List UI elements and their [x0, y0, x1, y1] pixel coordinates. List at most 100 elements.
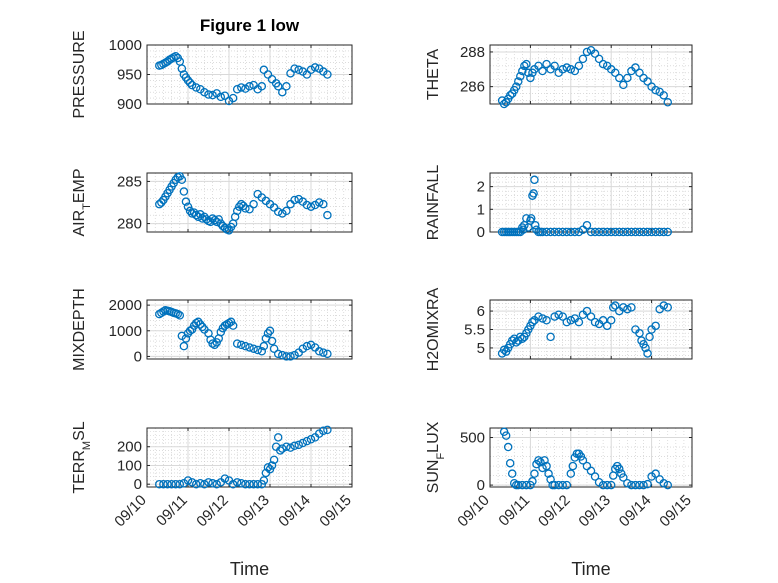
y-tick-label: 100: [117, 457, 142, 474]
y-axis-label: TERRMSL: [71, 421, 93, 493]
data-point: [241, 479, 250, 489]
data-point: [598, 227, 608, 237]
y-axis-label: AIRTEMP: [71, 168, 93, 236]
data-point: [228, 479, 238, 489]
data-point: [314, 198, 324, 207]
data-point: [282, 442, 291, 451]
data-point: [518, 66, 527, 76]
data-point: [659, 227, 668, 237]
data-point: [619, 227, 628, 237]
data-point: [257, 347, 267, 356]
data-point: [302, 436, 312, 446]
data-point: [249, 199, 258, 209]
subplot-6: 55.5 6 H2OMIXRA: [425, 287, 693, 371]
data-point: [212, 217, 221, 227]
data-point: [641, 343, 650, 353]
data-point: [619, 80, 628, 90]
data-point: [586, 312, 596, 321]
data-point: [241, 341, 250, 351]
data-point: [185, 78, 195, 88]
data-point: [175, 311, 185, 320]
data-point: [582, 220, 592, 230]
data-point: [282, 352, 291, 361]
data-point: [177, 175, 187, 184]
data-point: [516, 332, 525, 342]
data-point: [663, 303, 673, 312]
data-point: [499, 99, 509, 109]
axes-box: [489, 427, 693, 488]
y-tick-label: 0: [477, 477, 485, 494]
data-point: [619, 473, 628, 482]
data-point: [290, 441, 299, 451]
data-point: [512, 82, 521, 91]
data-point: [594, 54, 604, 64]
data-point: [263, 463, 273, 472]
data-point: [554, 480, 563, 490]
y-axis-label: H2OMIXRA: [425, 287, 442, 371]
data-point: [655, 227, 664, 237]
subplot-4: 0 1 2 RAINFALL: [425, 165, 693, 241]
data-point: [193, 317, 203, 327]
data-point: [623, 227, 632, 237]
data-point: [290, 64, 299, 73]
data-point: [606, 227, 616, 237]
data-point: [524, 68, 533, 78]
data-point: [228, 321, 238, 330]
data-point: [608, 303, 618, 312]
plot-area: [147, 428, 352, 487]
y-axis-label: THETA: [425, 49, 442, 101]
y-tick-label: 285: [117, 173, 142, 190]
data-point: [546, 475, 555, 484]
data-point: [177, 64, 187, 73]
data-point: [536, 458, 545, 467]
data-point: [639, 480, 648, 490]
data-point: [570, 227, 580, 237]
data-point: [582, 306, 592, 316]
data-point: [237, 340, 246, 350]
data-point: [286, 69, 295, 78]
data-point: [606, 316, 616, 325]
data-point: [253, 345, 262, 355]
data-point: [578, 456, 588, 465]
data-point: [220, 474, 230, 483]
data-point: [550, 61, 559, 71]
data-point: [298, 438, 308, 448]
y-axis-label: SUNFLUX: [425, 421, 447, 493]
data-point: [193, 212, 203, 222]
data-point: [514, 480, 523, 490]
data-point: [586, 227, 596, 237]
data-point: [606, 480, 616, 490]
data-point: [615, 464, 624, 474]
data-point: [558, 480, 567, 490]
data-point: [635, 68, 644, 78]
data-point: [590, 49, 600, 58]
data-point: [196, 479, 205, 488]
data-point: [578, 54, 588, 64]
data-point: [528, 317, 537, 327]
data-point: [507, 469, 517, 478]
data-point: [179, 341, 189, 351]
data-point: [306, 434, 316, 444]
data-point: [631, 63, 640, 72]
data-point: [319, 348, 328, 357]
data-point: [623, 304, 632, 314]
data-point: [241, 84, 250, 93]
data-point: [659, 91, 668, 100]
data-point: [185, 326, 195, 336]
data-point: [544, 469, 553, 478]
data-point: [518, 225, 528, 234]
y-tick-label: 5: [477, 340, 485, 357]
data-point: [530, 220, 540, 230]
data-point: [208, 479, 217, 488]
data-point: [663, 98, 673, 107]
data-point: [542, 316, 551, 325]
data-point: [542, 227, 551, 237]
data-point: [273, 433, 283, 442]
data-point: [183, 76, 193, 85]
data-point: [286, 352, 295, 361]
data-point: [554, 310, 563, 319]
data-point: [635, 328, 644, 338]
data-point: [645, 332, 654, 342]
data-point: [234, 202, 244, 211]
